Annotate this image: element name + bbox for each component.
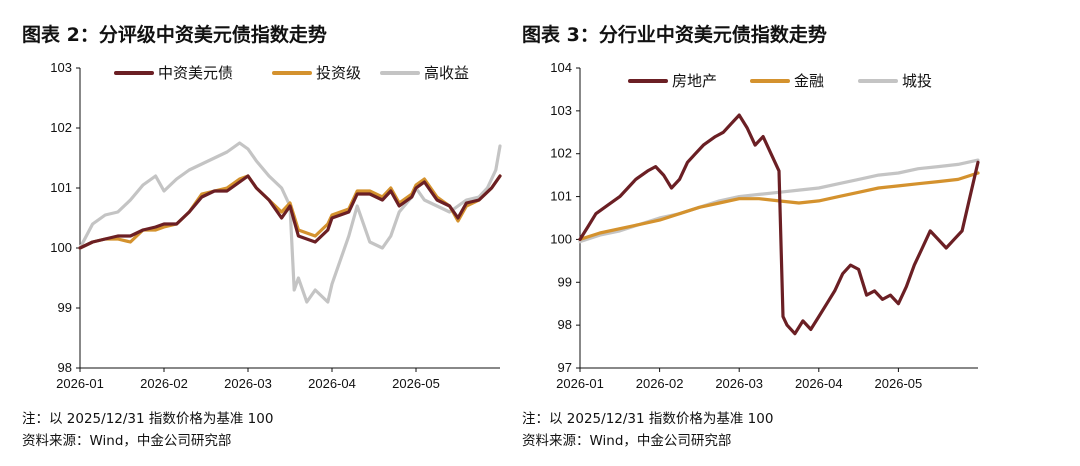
- y-tick-label: 98: [58, 360, 72, 375]
- x-tick-label: 2026-01: [556, 376, 604, 391]
- base-note: 注：以 2025/12/31 指数价格为基准 100: [522, 411, 774, 427]
- industries-chart-svg: 97 98 99 100 101 102 103 104 2026-01 2026-02 2026-…: [550, 60, 980, 391]
- y-tick-label: 99: [558, 274, 572, 289]
- x-tick-label: 2026-05: [392, 376, 440, 391]
- x-tick-label: 2026-01: [56, 376, 104, 391]
- x-tick-label: 2026-02: [140, 376, 188, 391]
- source-note: 资料来源：Wind，中金公司研究部: [22, 433, 232, 449]
- chart-panel-industries: 图表 3：分行业中资美元债指数走势 97 98 99 100 101 102 103 104 2…: [520, 0, 1080, 466]
- y-tick-label: 100: [550, 231, 572, 246]
- y-tick-label: 102: [50, 120, 72, 135]
- y-tick-label: 98: [558, 317, 572, 332]
- y-tick-label: 101: [50, 180, 72, 195]
- x-tick-label: 2026-04: [308, 376, 356, 391]
- legend-label: 房地产: [672, 72, 717, 90]
- x-tick-label: 2026-03: [715, 376, 763, 391]
- legend-label: 高收益: [424, 64, 469, 82]
- x-tick-label: 2026-04: [795, 376, 843, 391]
- base-note: 注：以 2025/12/31 指数价格为基准 100: [22, 411, 274, 427]
- x-tick-label: 2026-05: [875, 376, 923, 391]
- series-line-3: [78, 141, 502, 304]
- y-tick-label: 102: [550, 146, 572, 161]
- y-tick-label: 103: [50, 60, 72, 75]
- y-tick-label: 99: [58, 300, 72, 315]
- legend-label: 城投: [902, 72, 932, 90]
- y-tick-label: 104: [550, 60, 572, 75]
- series-line-1: [578, 113, 980, 336]
- x-tick-label: 2026-03: [224, 376, 272, 391]
- y-tick-label: 97: [558, 360, 572, 375]
- chart-title: 图表 3：分行业中资美元债指数走势: [522, 24, 827, 46]
- x-tick-label: 2026-02: [636, 376, 684, 391]
- legend-label: 金融: [794, 72, 824, 90]
- y-tick-label: 103: [550, 103, 572, 118]
- series-line-1: [78, 174, 502, 250]
- legend-label: 中资美元债: [158, 64, 233, 82]
- y-tick-label: 100: [50, 240, 72, 255]
- ratings-chart-svg: 98 99 100 101 102 103 2026-01 2026-02 2026-03 202…: [50, 60, 502, 391]
- series-line-2: [78, 174, 502, 250]
- source-note: 资料来源：Wind，中金公司研究部: [522, 433, 732, 449]
- y-tick-label: 101: [550, 189, 572, 204]
- chart-title: 图表 2：分评级中资美元债指数走势: [22, 24, 327, 46]
- legend-label: 投资级: [316, 64, 361, 82]
- chart-panel-ratings: 图表 2：分评级中资美元债指数走势 98 99 100 101 102 103 2026-0…: [0, 0, 520, 466]
